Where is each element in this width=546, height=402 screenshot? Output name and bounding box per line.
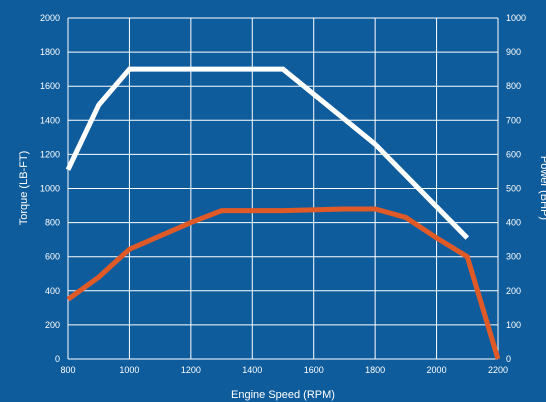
y-tick-label: 600 bbox=[45, 252, 60, 262]
x-tick-label: 800 bbox=[60, 365, 75, 375]
power-series-line bbox=[66, 206, 501, 360]
y2-tick-label: 300 bbox=[506, 252, 521, 262]
tick-labels: 800 1000 1200 1400 1600 1800 2000 2200020040060… bbox=[40, 13, 526, 375]
torque-series-line bbox=[65, 66, 470, 240]
x-tick-label: 1200 bbox=[181, 365, 201, 375]
x-tick-label: 2200 bbox=[488, 365, 508, 375]
y2-axis-label: Power (BHP) bbox=[538, 156, 546, 220]
y2-tick-label: 700 bbox=[506, 115, 521, 125]
y-tick-label: 1400 bbox=[40, 115, 60, 125]
x-tick-label: 2000 bbox=[427, 365, 447, 375]
y-tick-label: 1800 bbox=[40, 47, 60, 57]
y2-tick-label: 600 bbox=[506, 149, 521, 159]
y2-tick-label: 900 bbox=[506, 47, 521, 57]
x-tick-label: 1600 bbox=[304, 365, 324, 375]
y-tick-label: 800 bbox=[45, 218, 60, 228]
y-tick-label: 1000 bbox=[40, 184, 60, 194]
y2-tick-label: 400 bbox=[506, 218, 521, 228]
series-layer bbox=[65, 66, 501, 360]
y2-tick-label: 1000 bbox=[506, 13, 526, 23]
y2-tick-label: 200 bbox=[506, 286, 521, 296]
y-tick-label: 1600 bbox=[40, 81, 60, 91]
y-tick-label: 1200 bbox=[40, 149, 60, 159]
y2-tick-label: 800 bbox=[506, 81, 521, 91]
y-tick-label: 0 bbox=[55, 354, 60, 364]
y2-tick-label: 500 bbox=[506, 184, 521, 194]
x-tick-label: 1000 bbox=[119, 365, 139, 375]
y2-tick-label: 0 bbox=[506, 354, 511, 364]
y2-tick-label: 100 bbox=[506, 320, 521, 330]
x-axis-label: Engine Speed (RPM) bbox=[231, 389, 335, 401]
y-tick-label: 2000 bbox=[40, 13, 60, 23]
x-tick-label: 1800 bbox=[365, 365, 385, 375]
grid bbox=[67, 17, 499, 360]
y-axis-label: Torque (LB-FT) bbox=[18, 151, 30, 226]
y-tick-label: 400 bbox=[45, 286, 60, 296]
y-tick-label: 200 bbox=[45, 320, 60, 330]
x-tick-label: 1400 bbox=[242, 365, 262, 375]
